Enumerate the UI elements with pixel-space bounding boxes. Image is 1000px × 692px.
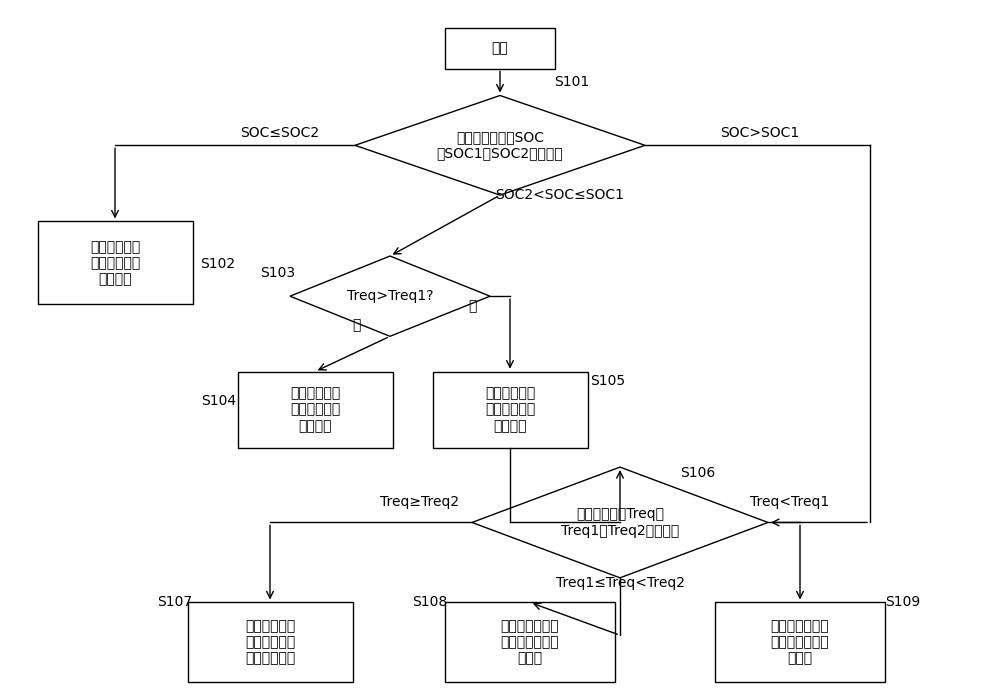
Text: Treq1≤Treq<Treq2: Treq1≤Treq<Treq2 — [556, 576, 684, 590]
Text: S108: S108 — [412, 595, 447, 609]
Text: 控制混合动力汽
车进入纯电动行
驶模式: 控制混合动力汽 车进入纯电动行 驶模式 — [771, 619, 829, 666]
Text: 控制混合动力汽
车进入纯电动加
速模式: 控制混合动力汽 车进入纯电动加 速模式 — [501, 619, 559, 666]
Text: S104: S104 — [201, 394, 236, 408]
Bar — [432, 372, 588, 448]
Polygon shape — [472, 467, 768, 578]
Bar — [38, 221, 192, 304]
Bar — [188, 602, 352, 682]
Text: S102: S102 — [200, 257, 235, 271]
Polygon shape — [355, 95, 645, 195]
Text: 否: 否 — [468, 299, 476, 313]
Text: SOC>SOC1: SOC>SOC1 — [720, 126, 800, 140]
Text: Treq≥Treq2: Treq≥Treq2 — [380, 495, 460, 509]
Polygon shape — [290, 256, 490, 336]
Text: S101: S101 — [554, 75, 589, 89]
Text: 开始: 开始 — [492, 42, 508, 55]
Bar — [445, 28, 555, 69]
Text: 控制混合动力
汽车进入第一
增程模式: 控制混合动力 汽车进入第一 增程模式 — [485, 386, 535, 433]
Text: S103: S103 — [260, 266, 295, 280]
Text: Treq>Treq1?: Treq>Treq1? — [347, 289, 433, 303]
Text: 是: 是 — [352, 318, 360, 332]
Text: 判断动力电池的SOC
与SOC1、SOC2大小关系: 判断动力电池的SOC 与SOC1、SOC2大小关系 — [437, 130, 563, 161]
Text: SOC≤SOC2: SOC≤SOC2 — [240, 126, 320, 140]
Text: S109: S109 — [885, 595, 920, 609]
Text: S107: S107 — [157, 595, 192, 609]
Text: 控制混合动力
汽车进入增程
加速模式: 控制混合动力 汽车进入增程 加速模式 — [290, 386, 340, 433]
Text: 控制混合动力
汽车进入第二
增程模式: 控制混合动力 汽车进入第二 增程模式 — [90, 239, 140, 286]
Bar — [715, 602, 885, 682]
Text: S106: S106 — [680, 466, 715, 480]
Text: SOC2<SOC≤SOC1: SOC2<SOC≤SOC1 — [495, 188, 624, 202]
Text: Treq<Treq1: Treq<Treq1 — [750, 495, 830, 509]
Text: S105: S105 — [590, 374, 625, 388]
Bar — [238, 372, 392, 448]
Bar — [445, 602, 615, 682]
Text: 判断需求扭矩Treq与
Treq1、Treq2大小关系: 判断需求扭矩Treq与 Treq1、Treq2大小关系 — [561, 507, 679, 538]
Text: 控制混合动力
汽车进入混合
动力加速模式: 控制混合动力 汽车进入混合 动力加速模式 — [245, 619, 295, 666]
